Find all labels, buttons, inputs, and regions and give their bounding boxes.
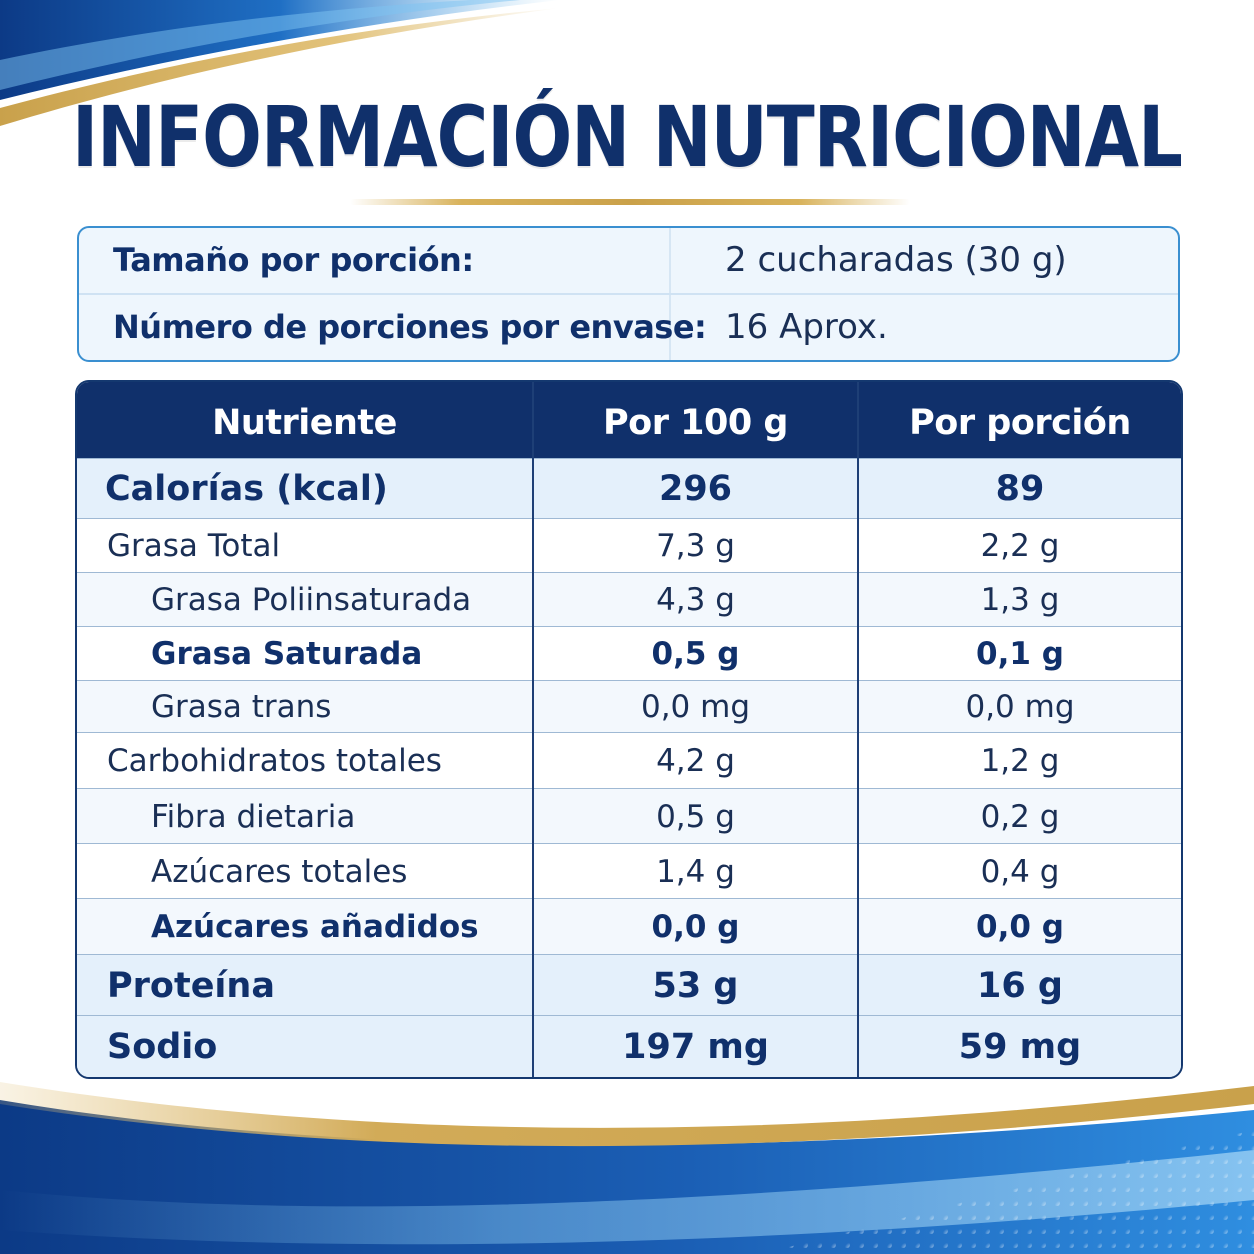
table-row-protein: Proteína 53 g 16 g	[77, 954, 1181, 1016]
value-per-portion: 1,3 g	[980, 582, 1060, 618]
header-nutrient: Nutriente	[212, 403, 397, 443]
nutrient-name: Grasa Total	[107, 528, 281, 564]
serving-info-box: Tamaño por porción: 2 cucharadas (30 g) …	[77, 226, 1180, 362]
nutrition-table: Nutriente Por 100 g Por porción Calorías…	[75, 380, 1183, 1079]
serving-size-label: Tamaño por porción:	[113, 241, 474, 279]
header-per-100g: Por 100 g	[603, 403, 788, 443]
table-row-sodium: Sodio 197 mg 59 mg	[77, 1015, 1181, 1077]
value-per-portion: 0,4 g	[980, 853, 1060, 890]
value-per-100g: 0,0 g	[651, 909, 740, 945]
value-per-100g: 0,5 g	[651, 636, 740, 672]
table-row-calories: Calorías (kcal) 296 89	[77, 458, 1181, 519]
nutrient-name: Proteína	[107, 965, 275, 1006]
table-row-carbohydrates: Carbohidratos totales 4,2 g 1,2 g	[77, 732, 1181, 789]
servings-per-container-label: Número de porciones por envase:	[113, 308, 707, 346]
nutrient-name: Grasa Poliinsaturada	[151, 582, 472, 618]
column-divider	[532, 382, 534, 1077]
table-row-trans-fat: Grasa trans 0,0 mg 0,0 mg	[77, 680, 1181, 733]
servings-per-container-value: 16 Aprox.	[725, 307, 888, 347]
value-per-portion: 16 g	[977, 965, 1063, 1006]
value-per-portion: 89	[995, 469, 1045, 509]
value-per-100g: 197 mg	[622, 1027, 769, 1067]
nutrient-name: Azúcares añadidos	[151, 909, 479, 945]
table-row-saturated-fat: Grasa Saturada 0,5 g 0,1 g	[77, 626, 1181, 681]
nutrient-name: Azúcares totales	[151, 853, 408, 890]
nutrient-name: Grasa trans	[151, 689, 332, 725]
column-divider	[857, 382, 859, 1077]
value-per-portion: 59 mg	[958, 1027, 1082, 1067]
value-per-portion: 0,0 mg	[965, 689, 1075, 725]
table-row-total-fat: Grasa Total 7,3 g 2,2 g	[77, 518, 1181, 573]
serving-size-value: 2 cucharadas (30 g)	[725, 240, 1067, 280]
table-row-total-sugars: Azúcares totales 1,4 g 0,4 g	[77, 843, 1181, 899]
table-header: Nutriente Por 100 g Por porción	[77, 382, 1181, 458]
table-row-added-sugars: Azúcares añadidos 0,0 g 0,0 g	[77, 898, 1181, 955]
value-per-100g: 4,2 g	[656, 743, 735, 779]
bottom-wave-decoration	[0, 1082, 1254, 1254]
top-wave-decoration	[0, 0, 560, 126]
title-underline	[350, 199, 910, 205]
value-per-100g: 4,3 g	[656, 582, 735, 618]
value-per-100g: 296	[658, 469, 733, 509]
value-per-portion: 0,0 g	[976, 909, 1064, 945]
value-per-100g: 0,5 g	[656, 798, 735, 835]
page-title: INFORMACIÓN NUTRICIONAL	[71, 88, 1183, 186]
table-row-dietary-fiber: Fibra dietaria 0,5 g 0,2 g	[77, 788, 1181, 844]
value-per-100g: 53 g	[652, 965, 739, 1006]
serving-size-row: Tamaño por porción: 2 cucharadas (30 g)	[79, 228, 1178, 295]
value-per-portion: 0,1 g	[976, 636, 1064, 672]
value-per-portion: 0,2 g	[980, 798, 1060, 835]
nutrient-name: Carbohidratos totales	[107, 743, 442, 779]
nutrient-name: Sodio	[107, 1027, 218, 1067]
value-per-portion: 2,2 g	[980, 528, 1060, 564]
nutrient-name: Calorías (kcal)	[105, 469, 388, 509]
nutrient-name: Fibra dietaria	[151, 798, 356, 835]
value-per-portion: 1,2 g	[980, 743, 1060, 779]
table-row-polyunsaturated-fat: Grasa Poliinsaturada 4,3 g 1,3 g	[77, 572, 1181, 627]
nutrient-name: Grasa Saturada	[151, 636, 423, 672]
servings-per-container-row: Número de porciones por envase: 16 Aprox…	[79, 295, 1178, 360]
value-per-100g: 7,3 g	[656, 528, 735, 564]
value-per-100g: 0,0 mg	[640, 689, 751, 725]
value-per-100g: 1,4 g	[656, 853, 735, 890]
header-per-portion: Por porción	[909, 403, 1131, 443]
